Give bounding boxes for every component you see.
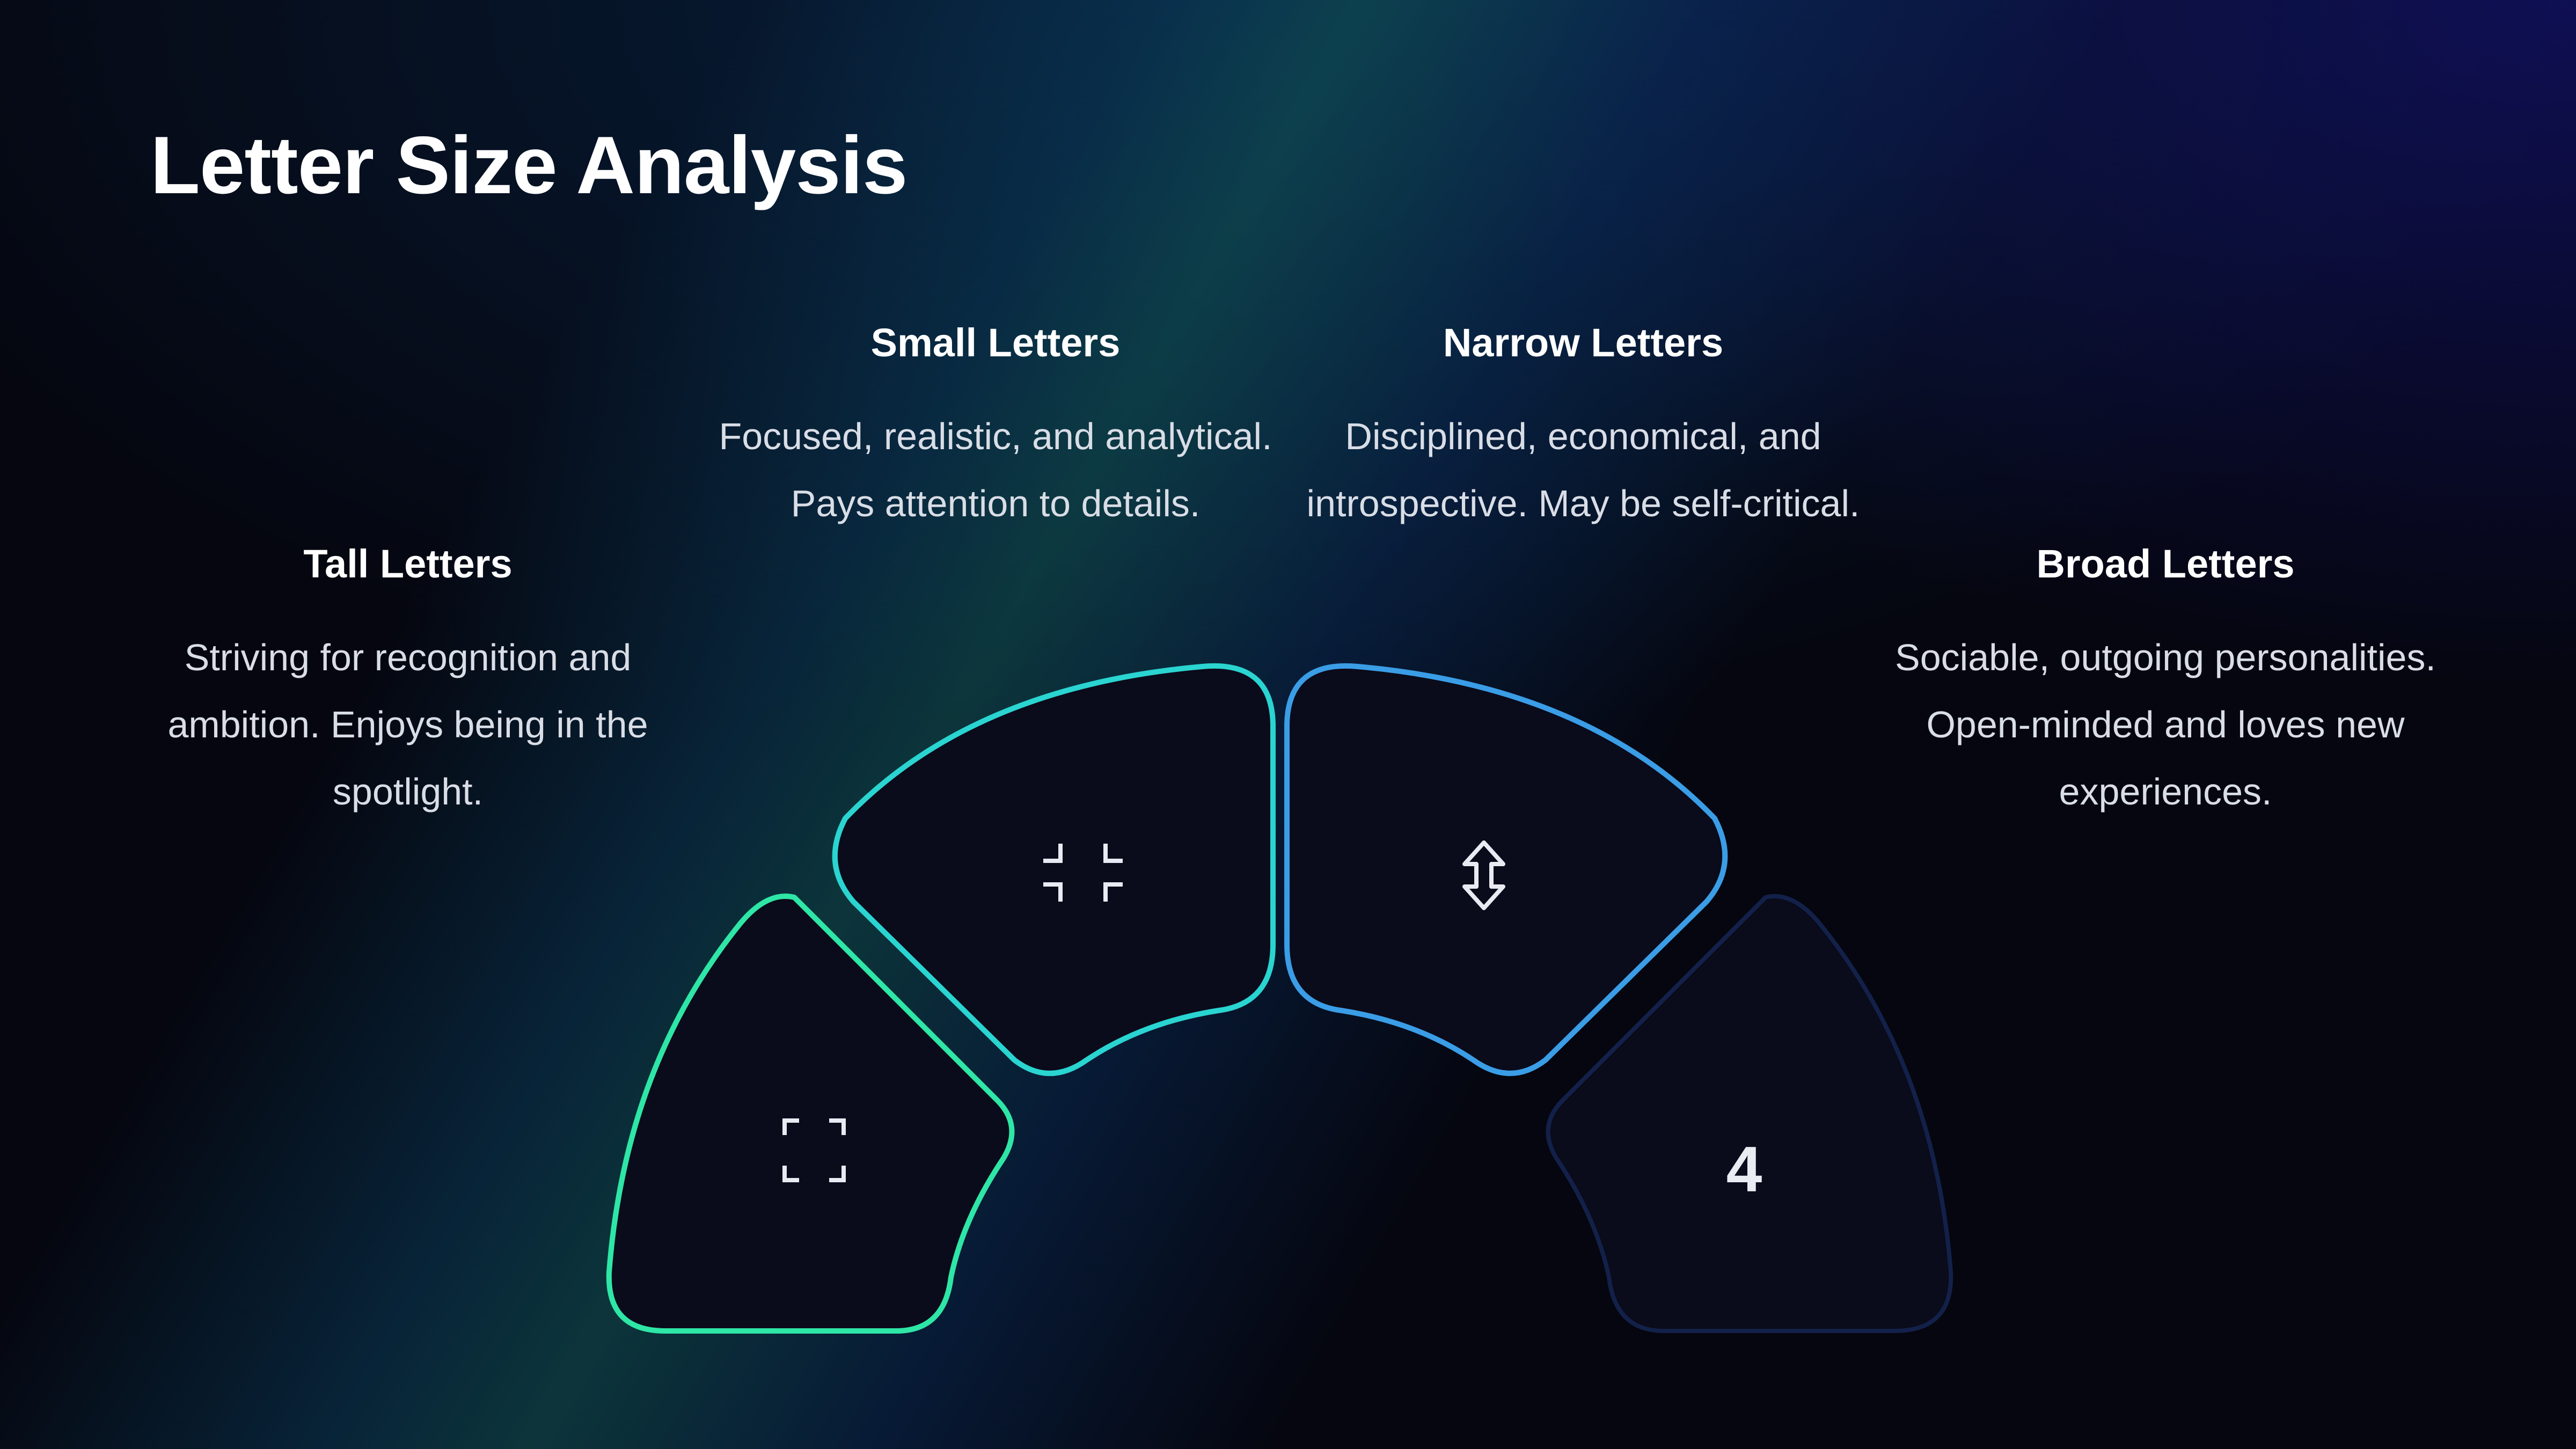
tall-letters-heading: Tall Letters — [303, 541, 513, 586]
small-letters-heading: Small Letters — [870, 320, 1121, 365]
tall-letters-block: Tall Letters Striving for recognition an… — [123, 542, 692, 825]
segment-number-4: 4 — [1726, 1133, 1762, 1205]
narrow-letters-block: Narrow Letters Disciplined, economical, … — [1299, 321, 1868, 537]
broad-letters-block: Broad Letters Sociable, outgoing persona… — [1881, 542, 2450, 825]
narrow-letters-heading: Narrow Letters — [1443, 320, 1724, 365]
segment-small-letters — [832, 663, 1276, 1076]
tall-letters-description: Striving for recognition and ambition. E… — [167, 636, 648, 813]
vertical-arrows-icon — [1462, 840, 1505, 910]
small-letters-block: Small Letters Focused, realistic, and an… — [711, 321, 1280, 537]
segment-narrow-letters — [1284, 663, 1728, 1076]
expand-icon — [782, 1118, 846, 1182]
broad-letters-heading: Broad Letters — [2036, 541, 2295, 586]
broad-letters-description: Sociable, outgoing personalities. Open-m… — [1895, 636, 2436, 813]
segment-broad-letters — [1546, 894, 1953, 1333]
narrow-letters-description: Disciplined, economical, and introspecti… — [1306, 415, 1860, 525]
small-letters-description: Focused, realistic, and analytical. Pays… — [719, 415, 1272, 525]
segment-tall-letters — [606, 894, 1015, 1334]
compress-icon — [1043, 844, 1123, 902]
page-title: Letter Size Analysis — [150, 120, 908, 211]
